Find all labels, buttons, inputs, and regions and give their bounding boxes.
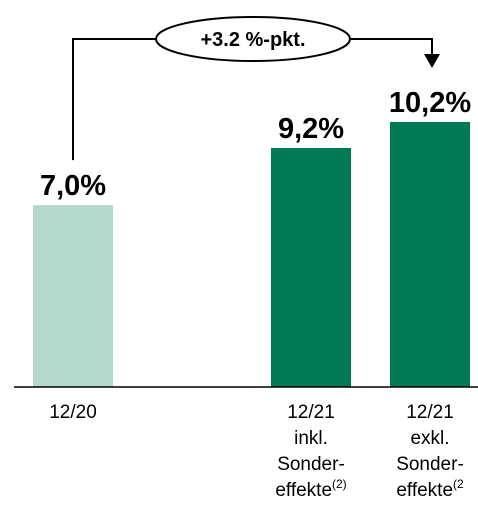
- value-label-2: 10,2%: [389, 87, 471, 119]
- value-labels-group: 7,0% 9,2% 10,2%: [40, 87, 471, 202]
- value-label-0: 7,0%: [40, 170, 106, 202]
- category-labels-group: 12/20 12/21 inkl. Sonder-effekte(2) 12/21 exk…: [49, 402, 464, 501]
- annotation-arrowhead: [424, 54, 440, 68]
- category-label-0-line-0: 12/20: [49, 402, 97, 423]
- category-label-1-line-0: 12/21: [287, 402, 335, 423]
- category-label-2-line-3: effekte(2: [396, 477, 464, 501]
- bars-group: [33, 122, 470, 387]
- footnote-marker-2: (2: [453, 477, 464, 491]
- category-label-1-line-3: effekte(2): [275, 477, 346, 501]
- bar-2: [390, 122, 470, 387]
- annotation-label: +3.2 %-pkt.: [200, 29, 305, 51]
- category-label-2-line-2: Sonder-: [396, 454, 464, 475]
- category-label-2-line-0: 12/21: [406, 402, 454, 423]
- bar-1: [271, 147, 351, 387]
- annotation-ellipse: [155, 16, 351, 62]
- footnote-marker-1: (2): [332, 477, 347, 491]
- bar-0: [33, 205, 113, 387]
- change-annotation: +3.2 %-pkt.: [72, 16, 440, 161]
- category-label-2-line-1: exkl.: [410, 428, 449, 449]
- value-label-1: 9,2%: [278, 113, 344, 145]
- category-label-1-line-2: Sonder-: [277, 454, 345, 475]
- category-label-1-line-1: inkl.: [294, 428, 328, 449]
